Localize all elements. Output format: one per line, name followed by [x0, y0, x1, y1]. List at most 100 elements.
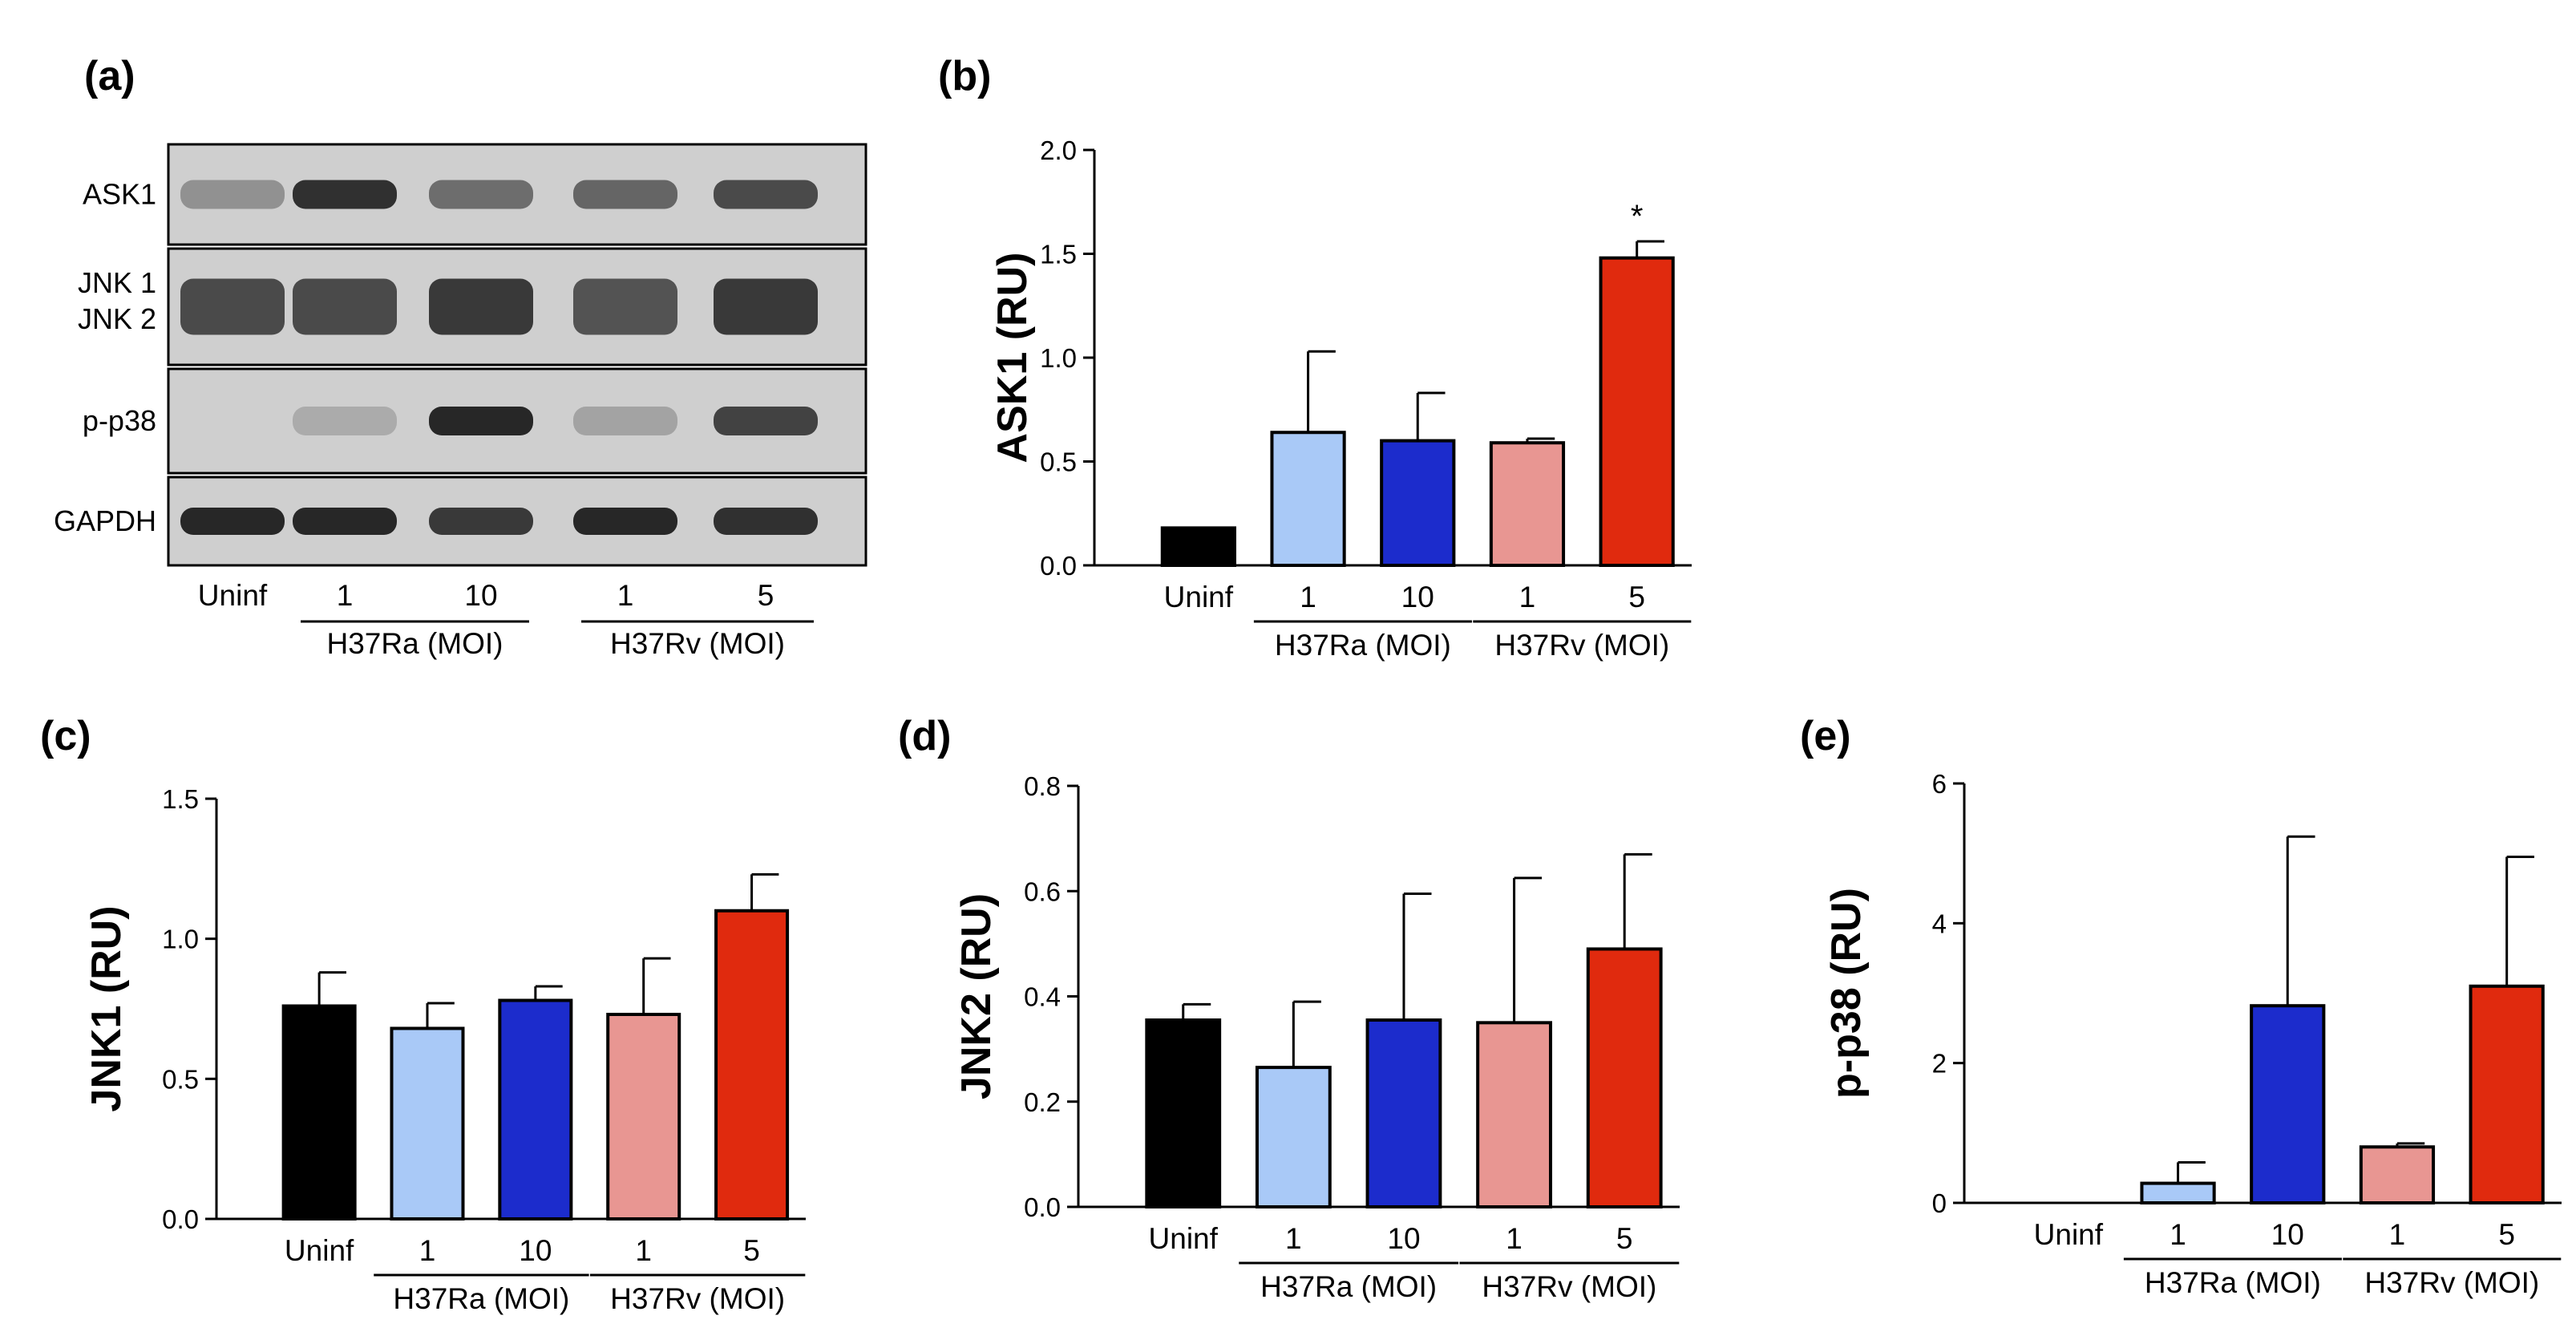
panel-letter: (c)	[40, 713, 91, 759]
blot-band	[180, 180, 285, 209]
y-axis-label: JNK1 (RU)	[83, 905, 130, 1111]
x-tick-label: 1	[2389, 1218, 2406, 1251]
panel-letter: (a)	[84, 53, 135, 99]
y-tick-label: 0.0	[162, 1204, 199, 1234]
blot-row-label: GAPDH	[54, 504, 156, 537]
x-tick-label: 10	[1387, 1222, 1420, 1255]
bar	[1489, 441, 1566, 567]
blot-row-label: ASK1	[83, 178, 156, 211]
group-label: H37Rv (MOI)	[610, 1282, 785, 1315]
chart-e: (e) 0 2 4 6 p-p38 (RU) Uninf 1 10 1 5 H37Ra (MOI) H3…	[1800, 713, 2562, 1299]
x-tick-label: 5	[2498, 1218, 2515, 1251]
blot-lane-label: 10	[464, 579, 497, 612]
y-tick-label: 0.4	[1024, 982, 1061, 1012]
blot-band	[714, 508, 818, 535]
blot-band	[429, 508, 533, 535]
x-tick-label: 10	[1401, 581, 1434, 613]
chart-d: (d) 0.0 0.2 0.4 0.6 0.8 JNK2 (RU) Uninf 1 10 1 5 H37…	[898, 713, 1680, 1303]
bar	[2469, 984, 2545, 1204]
blot-band	[714, 278, 818, 335]
blot-lane-label: Uninf	[198, 579, 268, 612]
bar	[1380, 439, 1456, 567]
x-tick-label: 5	[1616, 1222, 1633, 1255]
y-tick-label: 0.5	[162, 1064, 199, 1094]
y-tick-label: 6	[1932, 769, 1947, 799]
x-tick-label: 5	[743, 1234, 760, 1267]
y-tick-label: 0.6	[1024, 876, 1061, 906]
blot-band	[293, 407, 397, 435]
x-tick-label: 1	[635, 1234, 652, 1267]
y-tick-label: 2	[1932, 1049, 1947, 1079]
group-label: H37Rv (MOI)	[1494, 629, 1669, 662]
y-tick-label: 0.0	[1040, 551, 1077, 581]
y-tick-label: 0.5	[1040, 447, 1077, 477]
y-tick-label: 0	[1932, 1188, 1947, 1218]
y-tick-label: 0.2	[1024, 1087, 1061, 1117]
blot-lane-label: 1	[337, 579, 354, 612]
y-tick-label: 1.0	[162, 925, 199, 954]
blot-band	[573, 278, 677, 335]
panel-letter: (d)	[898, 713, 951, 759]
x-tick-label: Uninf	[1149, 1222, 1219, 1255]
blot-band	[293, 278, 397, 335]
bar	[1476, 1021, 1552, 1208]
x-tick-label: 1	[1285, 1222, 1302, 1255]
x-tick-label: 1	[2170, 1218, 2186, 1251]
bar	[281, 1004, 357, 1221]
chart-c: (c) 0.0 0.5 1.0 1.5 JNK1 (RU) Uninf 1 10 1 5 H37Ra …	[40, 713, 806, 1315]
bar	[1599, 256, 1675, 567]
blot-band	[180, 278, 285, 335]
bar	[2359, 1145, 2436, 1205]
bar	[1160, 526, 1236, 568]
y-axis-label: JNK2 (RU)	[953, 893, 1000, 1099]
blot-band	[714, 407, 818, 435]
bar	[714, 909, 790, 1221]
bar	[1365, 1018, 1442, 1208]
group-label: H37Ra (MOI)	[1260, 1270, 1437, 1303]
blot-band	[180, 508, 285, 535]
x-tick-label: Uninf	[285, 1234, 354, 1267]
bar	[1145, 1018, 1222, 1208]
x-tick-label: 5	[1628, 581, 1645, 613]
x-tick-label: 1	[1506, 1222, 1523, 1255]
group-label: H37Ra (MOI)	[1275, 629, 1451, 662]
bar	[390, 1026, 465, 1221]
blot-row-label: JNK 2	[78, 302, 156, 335]
y-tick-label: 0.8	[1024, 771, 1061, 801]
y-tick-label: 4	[1932, 909, 1947, 938]
y-axis-label: p-p38 (RU)	[1823, 888, 1870, 1099]
blot-band	[573, 508, 677, 535]
bar	[2250, 1004, 2326, 1204]
y-axis-label: ASK1 (RU)	[989, 253, 1036, 464]
bar	[1270, 431, 1346, 567]
y-tick-label: 0.0	[1024, 1192, 1061, 1222]
x-tick-label: 1	[1519, 581, 1536, 613]
group-label: H37Rv (MOI)	[1482, 1270, 1656, 1303]
group-label: H37Ra (MOI)	[2145, 1266, 2321, 1299]
panel-letter: (b)	[938, 53, 991, 99]
blot-band	[714, 180, 818, 209]
x-tick-label: Uninf	[1164, 581, 1234, 613]
x-tick-label: 1	[1300, 581, 1316, 613]
x-tick-label: 10	[2271, 1218, 2304, 1251]
blot-band	[573, 407, 677, 435]
blot-row-label: p-p38	[83, 404, 156, 437]
blot-band	[429, 180, 533, 209]
blot-band	[293, 508, 397, 535]
blot-band	[429, 278, 533, 335]
blot-group-label: H37Ra (MOI)	[327, 627, 503, 660]
y-tick-label: 1.0	[1040, 343, 1077, 373]
group-label: H37Ra (MOI)	[393, 1282, 569, 1315]
panel-letter: (e)	[1800, 713, 1851, 759]
blot-band	[573, 180, 677, 209]
bar	[1586, 947, 1663, 1208]
blot-lane-label: 5	[758, 579, 774, 612]
blot-row-label: JNK 1	[78, 266, 156, 299]
group-label: H37Rv (MOI)	[2364, 1266, 2539, 1299]
blot-band	[429, 407, 533, 435]
bar	[1255, 1066, 1332, 1208]
x-tick-label: 10	[519, 1234, 552, 1267]
x-tick-label: 1	[419, 1234, 436, 1267]
